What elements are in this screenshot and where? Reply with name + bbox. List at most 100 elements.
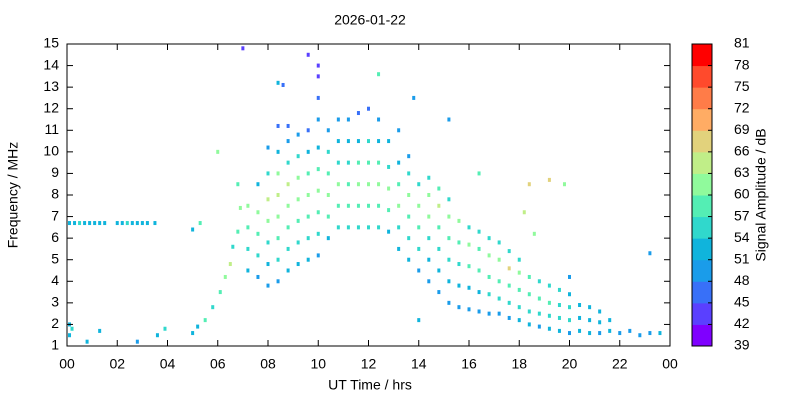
colorbar-segment [692, 130, 712, 153]
heatmap-cell [276, 123, 280, 128]
colorbar-tick-label: 42 [734, 315, 750, 331]
heatmap-cell [203, 318, 207, 323]
heatmap-cell [306, 214, 310, 219]
heatmap-cell [417, 203, 421, 208]
heatmap-cell [527, 309, 531, 314]
heatmap-cell [557, 303, 561, 308]
heatmap-cell [231, 244, 235, 249]
heatmap-cell [487, 311, 491, 316]
heatmap-cell [266, 262, 270, 267]
heatmap-cell [346, 182, 350, 187]
heatmap-cell [336, 117, 340, 122]
x-tick-label: 12 [361, 356, 377, 372]
heatmap-cell [557, 328, 561, 333]
heatmap-cell [487, 274, 491, 279]
heatmap-cell [397, 128, 401, 133]
heatmap-cell [427, 175, 431, 180]
heatmap-cell [598, 320, 602, 325]
heatmap-cell [88, 221, 92, 226]
colorbar-tick-label: 60 [734, 186, 750, 202]
colorbar-tick-label: 63 [734, 164, 750, 180]
colorbar-tick-label: 66 [734, 143, 750, 159]
heatmap-cell [457, 262, 461, 267]
heatmap-cell [457, 305, 461, 310]
heatmap-cell [246, 246, 250, 251]
heatmap-cell [377, 182, 381, 187]
heatmap-cell [387, 229, 391, 234]
heatmap-cell [487, 292, 491, 297]
heatmap-cell [266, 283, 270, 288]
heatmap-cell [417, 225, 421, 230]
heatmap-cell [211, 305, 215, 310]
heatmap-cell [407, 236, 411, 241]
colorbar-tick-label: 45 [734, 294, 750, 310]
heatmap-cell [407, 171, 411, 176]
heatmap-cell [447, 257, 451, 262]
colorbar-tick-label: 69 [734, 121, 750, 137]
heatmap-cell [316, 253, 320, 258]
heatmap-cell [527, 322, 531, 327]
heatmap-cell [356, 182, 360, 187]
heatmap-cell [477, 290, 481, 295]
colorbar-segment [692, 151, 712, 174]
heatmap-cell [527, 274, 531, 279]
heatmap-cell [467, 285, 471, 290]
heatmap-cell [437, 225, 441, 230]
heatmap-cell [286, 203, 290, 208]
colorbar-segment [692, 65, 712, 88]
heatmap-cell [346, 117, 350, 122]
heatmap-cell [387, 186, 391, 191]
heatmap-cell [218, 290, 222, 295]
x-tick-label: 04 [160, 356, 176, 372]
heatmap-cell [316, 74, 320, 79]
heatmap-cell [527, 292, 531, 297]
heatmap-cell [296, 132, 300, 137]
heatmap-cell [326, 171, 330, 176]
heatmap-cell [367, 160, 370, 165]
heatmap-cell [467, 225, 471, 230]
heatmap-cell [85, 339, 89, 344]
heatmap-cell [336, 225, 340, 230]
heatmap-cell [387, 208, 391, 213]
heatmap-cell [286, 160, 290, 165]
heatmap-cell [437, 186, 441, 191]
heatmap-cell [238, 205, 242, 210]
y-tick-label: 12 [43, 99, 59, 115]
heatmap-cell [407, 154, 411, 159]
heatmap-cell [437, 268, 441, 273]
heatmap-cell [256, 253, 260, 258]
heatmap-cell [78, 221, 82, 226]
heatmap-cell [547, 283, 551, 288]
heatmap-cell [93, 221, 97, 226]
heatmap-cell [191, 227, 195, 232]
y-tick-label: 2 [51, 315, 59, 331]
heatmap-cell [155, 333, 159, 338]
heatmap-cell [286, 246, 290, 251]
heatmap-cell [306, 257, 310, 262]
colorbar-tick-label: 39 [734, 337, 750, 353]
heatmap-cell [588, 318, 592, 323]
heatmap-cell [437, 246, 441, 251]
colorbar-segment [692, 173, 712, 196]
heatmap-cell [517, 318, 521, 323]
heatmap-cell [241, 46, 245, 51]
colorbar-tick-label: 81 [734, 35, 750, 51]
heatmap-cell [306, 128, 310, 133]
heatmap-cell [70, 326, 74, 331]
heatmap-cell [477, 229, 481, 234]
heatmap-cell [356, 203, 360, 208]
colorbar-segment [692, 324, 712, 347]
colorbar-segment [692, 259, 712, 282]
heatmap-cell [266, 240, 270, 245]
heatmap-cell [397, 225, 401, 230]
colorbar-tick-label: 57 [734, 207, 750, 223]
colorbar-label: Signal Amplitude / dB [753, 128, 769, 261]
heatmap-cell [135, 221, 139, 226]
colorbar-tick-label: 54 [734, 229, 750, 245]
y-tick-label: 5 [51, 250, 59, 266]
y-tick-label: 14 [43, 56, 59, 72]
heatmap-cell [507, 283, 511, 288]
heatmap-cell [387, 139, 391, 144]
heatmap-cell [447, 236, 451, 241]
heatmap-cell [588, 305, 592, 310]
